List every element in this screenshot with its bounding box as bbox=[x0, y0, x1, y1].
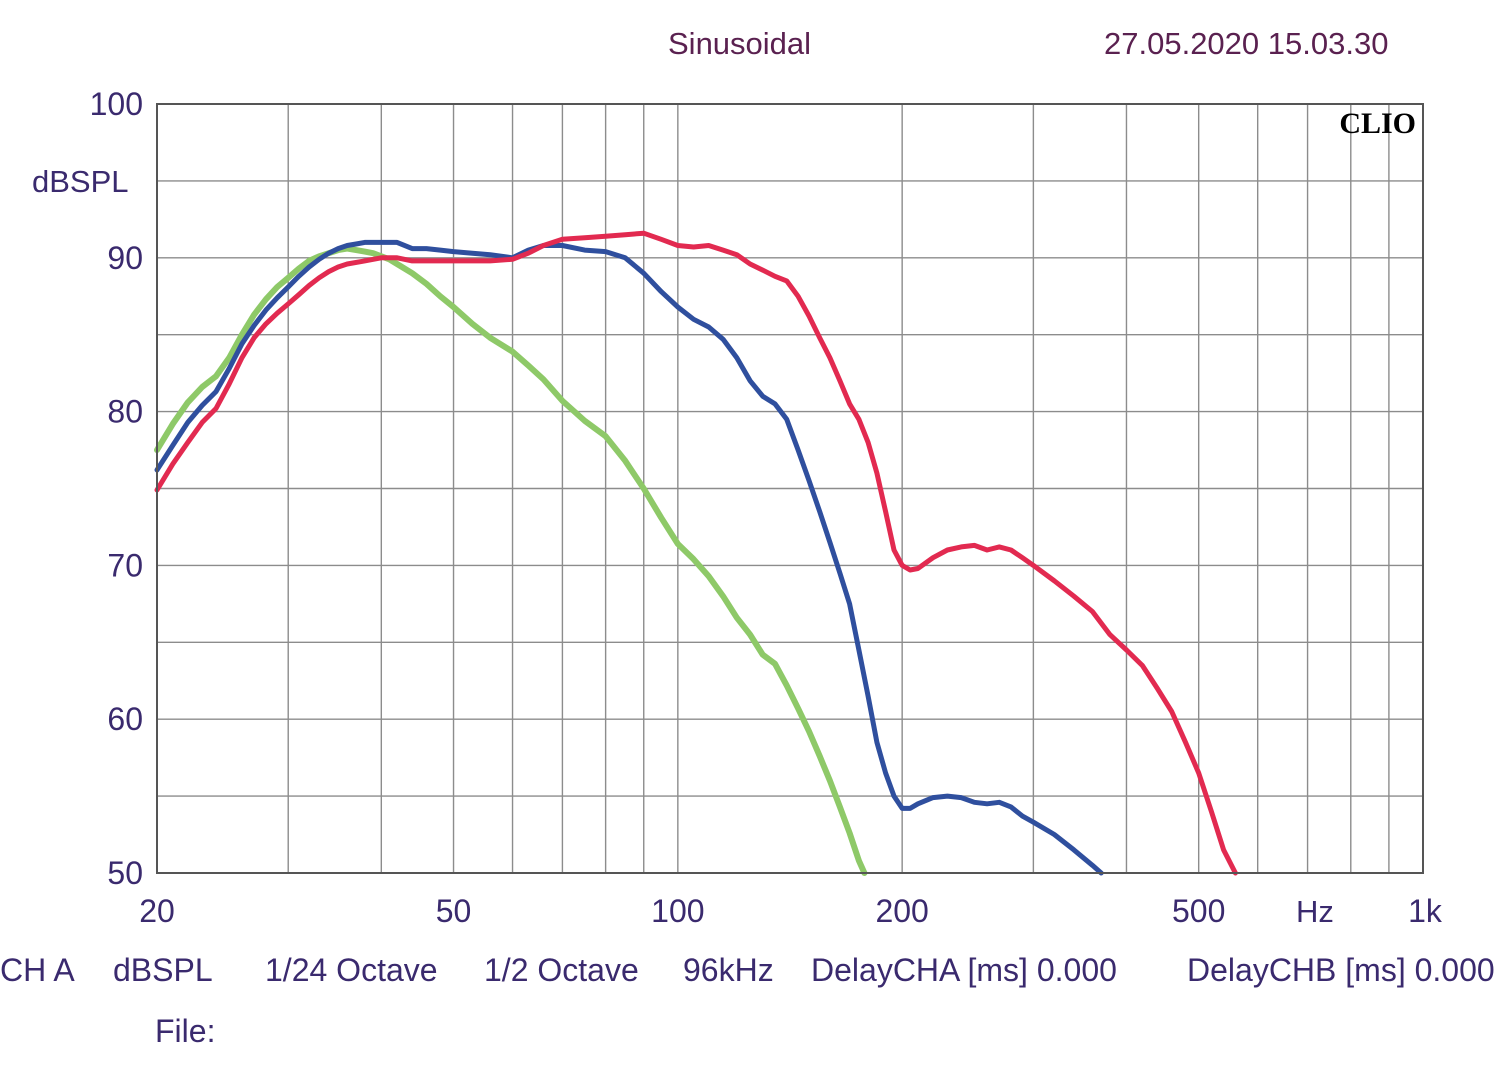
x-tick-label: 100 bbox=[651, 893, 704, 929]
plot-series bbox=[154, 230, 1238, 876]
unit-label: dBSPL bbox=[113, 952, 213, 988]
clio-brand-label: CLIO bbox=[1339, 107, 1416, 140]
y-axis-labels: 100 90 80 70 60 50 bbox=[90, 86, 143, 891]
series-line-2 bbox=[154, 239, 1104, 876]
x-axis-labels: 20 50 100 200 500 1k bbox=[139, 893, 1443, 929]
x-tick-label: 500 bbox=[1172, 893, 1225, 929]
plot-frame bbox=[156, 103, 1424, 874]
series-line-3 bbox=[154, 230, 1238, 876]
sample-rate-label: 96kHz bbox=[683, 952, 774, 988]
x-tick-label: 50 bbox=[436, 893, 472, 929]
smoothing-label: 1/2 Octave bbox=[484, 952, 639, 988]
resolution-label: 1/24 Octave bbox=[265, 952, 438, 988]
y-axis-unit-label: dBSPL bbox=[32, 164, 129, 199]
grid bbox=[157, 104, 1423, 873]
x-tick-label: 200 bbox=[875, 893, 928, 929]
y-tick-label: 100 bbox=[90, 86, 143, 122]
y-tick-label: 80 bbox=[107, 394, 143, 430]
timestamp: 27.05.2020 15.03.30 bbox=[1104, 26, 1389, 61]
delay-chb-label: DelayCHB [ms] 0.000 bbox=[1187, 952, 1495, 988]
file-label: File: bbox=[155, 1013, 216, 1049]
channel-label: CH A bbox=[0, 952, 75, 988]
x-tick-label: 1k bbox=[1408, 893, 1443, 929]
delay-cha-label: DelayCHA [ms] 0.000 bbox=[811, 952, 1117, 988]
measurement-mode: Sinusoidal bbox=[668, 26, 812, 61]
series-line-1 bbox=[154, 245, 868, 876]
x-tick-label: 20 bbox=[139, 893, 175, 929]
y-tick-label: 70 bbox=[107, 547, 143, 583]
y-tick-label: 90 bbox=[107, 240, 143, 276]
y-tick-label: 50 bbox=[107, 855, 143, 891]
x-axis-unit-label: Hz bbox=[1296, 894, 1334, 929]
measurement-settings-bar: CH A dBSPL 1/24 Octave 1/2 Octave 96kHz … bbox=[0, 952, 1500, 992]
y-tick-label: 60 bbox=[107, 701, 143, 737]
